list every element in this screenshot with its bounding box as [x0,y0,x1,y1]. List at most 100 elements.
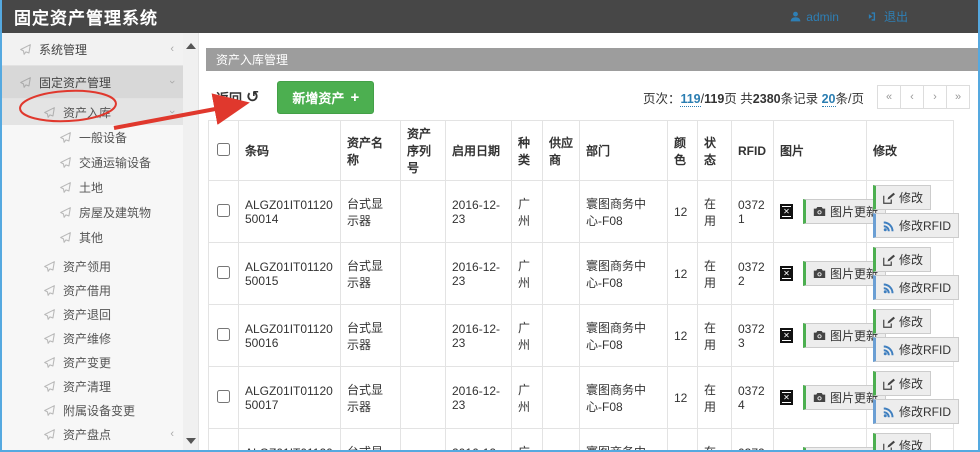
category-cell: 广州 [511,242,543,305]
edit-rfid-button[interactable]: 修改RFID [873,213,959,238]
asset-name-cell: 台式显示器 [340,180,401,243]
sidebar-item-14[interactable]: 资产清理 [2,374,184,398]
department-cell: 寰图商务中心-F08 [579,304,668,367]
plus-icon: + [350,88,360,106]
undo-icon: ↺ [246,89,260,106]
department-cell: 寰图商务中心-F08 [579,428,668,450]
rfid-cell: 03721 [731,180,774,243]
back-button[interactable]: 返回 ↺ [216,87,259,107]
edit-rfid-button[interactable]: 修改RFID [873,399,959,424]
scroll-down-icon[interactable] [186,438,196,444]
department-cell: 寰图商务中心-F08 [579,242,668,305]
sidebar-item-label: 交通运输设备 [79,156,152,170]
logout-link[interactable]: 退出 [867,8,908,25]
paper-plane-icon [20,76,31,88]
edit-rfid-label: 修改RFID [899,219,951,233]
edit-rfid-button[interactable]: 修改RFID [873,275,959,300]
sidebar-item-5[interactable]: 交通运输设备 [2,150,184,175]
paper-plane-icon [44,106,55,118]
current-page-link[interactable]: 119 [680,91,701,107]
image-update-button[interactable]: 图片更新 [803,385,887,410]
sidebar-item-2[interactable]: 固定资产管理 › [2,66,184,99]
prev-page-button[interactable]: ‹ [900,85,924,109]
paper-plane-icon [60,182,71,193]
sidebar-item-4[interactable]: 一般设备 [2,125,184,150]
edit-label: 修改 [899,439,924,452]
chevron-left-icon: ‹ [170,428,174,440]
serial-cell [400,366,446,429]
row-checkbox[interactable] [217,327,230,341]
image-update-button[interactable]: 图片更新 [803,199,887,224]
select-all-checkbox[interactable] [217,142,230,156]
image-cell: ✕ 图片更新 [773,366,887,429]
sidebar-item-label: 资产退回 [63,307,112,322]
sidebar-item-1[interactable]: 系统管理 ‹ [2,33,184,66]
sidebar-item-15[interactable]: 附属设备变更 [2,398,184,422]
panel-title: 资产入库管理 [206,48,978,71]
row-checkbox[interactable] [217,389,230,403]
main-content: 资产入库管理 返回 ↺ 新增资产 + 页次：119/119页 共2380条记录 … [206,33,978,452]
table-row: ALGZ01IT0112050017 台式显示器 2016-12-23 广州 寰图商务中… [208,366,959,429]
date-cell: 2016-12-23 [445,304,512,367]
logout-icon [868,12,876,21]
user-link[interactable]: admin [790,8,839,25]
sidebar-item-label: 资产清理 [63,379,112,394]
sidebar-item-label: 房屋及建筑物 [79,206,152,220]
paper-plane-icon [44,308,55,320]
column-header-6: 供应商 [542,120,580,181]
asset-name-cell: 台式显示器 [340,242,401,305]
table-row: ALGZ01IT0112050014 台式显示器 2016-12-23 广州 寰图商务中… [208,180,959,243]
edit-label: 修改 [899,253,924,267]
image-cell: ✕ 图片更新 [773,242,887,305]
sidebar-item-16[interactable]: 资产盘点 ‹ [2,422,184,446]
department-cell: 寰图商务中心-F08 [579,366,668,429]
asset-name-cell: 台式显示器 [340,304,401,367]
scroll-up-icon[interactable] [186,43,196,49]
add-asset-button[interactable]: 新增资产 + [277,80,375,114]
logout-label: 退出 [883,10,908,24]
sidebar-item-label: 资产盘点 [63,427,112,442]
sidebar-item-12[interactable]: 资产维修 [2,326,184,350]
next-page-button[interactable]: › [923,85,947,109]
last-page-button[interactable]: » [946,85,970,109]
image-update-label: 图片更新 [830,391,879,405]
sidebar-item-3[interactable]: 资产入库 › [2,99,184,125]
sidebar-item-11[interactable]: 资产退回 [2,302,184,326]
image-cell: ✕ 图片更新 [773,304,887,367]
checkbox-cell [208,428,239,450]
sidebar-item-8[interactable]: 其他 [2,225,184,250]
sidebar-scrollbar[interactable] [183,33,198,450]
page-size-link[interactable]: 20 [821,91,836,107]
paper-plane-icon [44,260,55,272]
header-row: 条码 资产名称 资产序列号 启用日期 种类 供应商 部门 颜色 状态 RFID 图片 修改 [208,120,954,181]
edit-button[interactable]: 修改 [873,247,932,272]
edit-button[interactable]: 修改 [873,433,932,452]
edit-button[interactable]: 修改 [873,185,932,210]
column-header-1: 条码 [238,120,341,181]
sidebar-item-13[interactable]: 资产变更 [2,350,184,374]
sidebar-item-7[interactable]: 房屋及建筑物 [2,200,184,225]
chevron-down-icon: › [166,110,179,114]
edit-label: 修改 [899,191,924,205]
sidebar-item-10[interactable]: 资产借用 [2,278,184,302]
row-checkbox[interactable] [217,265,230,279]
column-header-11: 图片 [773,120,867,181]
image-update-button[interactable]: 图片更新 [803,261,887,286]
first-page-button[interactable]: « [877,85,901,109]
paper-plane-icon [60,132,71,143]
table-row: ALGZ01IT0112050015 台式显示器 2016-12-23 广州 寰图商务中… [208,242,959,305]
edit-button[interactable]: 修改 [873,371,932,396]
row-checkbox[interactable] [217,203,230,217]
category-cell: 广州 [511,180,543,243]
image-update-button[interactable]: 图片更新 [803,323,887,348]
sidebar-item-6[interactable]: 土地 [2,175,184,200]
edit-button[interactable]: 修改 [873,309,932,334]
image-update-label: 图片更新 [830,205,879,219]
color-cell: 12 [667,428,698,450]
sidebar-item-9[interactable]: 资产领用 [2,254,184,278]
topbar: 固定资产管理系统 admin 退出 [2,0,978,33]
edit-rfid-button[interactable]: 修改RFID [873,337,959,362]
paper-plane-icon [44,284,55,296]
rfid-cell: 03724 [731,366,774,429]
